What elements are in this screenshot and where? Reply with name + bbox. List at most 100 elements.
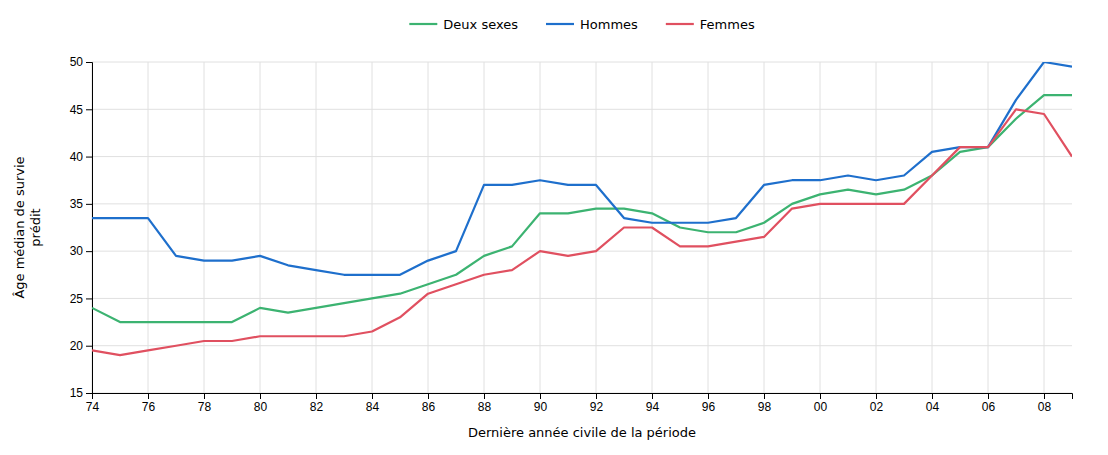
series-line (92, 95, 1072, 322)
x-tick-label: 08 (1038, 400, 1052, 414)
y-tick: 35 (70, 197, 92, 211)
x-tick-mark (484, 393, 485, 399)
x-tick-label: 80 (254, 400, 268, 414)
y-tick-mark (86, 251, 92, 252)
y-tick-label: 50 (70, 55, 84, 69)
x-tick: 06 (982, 393, 996, 414)
x-tick-mark (260, 393, 261, 399)
legend-item: Femmes (666, 17, 755, 32)
x-tick-mark (428, 393, 429, 399)
x-tick: 76 (142, 393, 156, 414)
y-axis-line (86, 63, 93, 394)
x-tick-label: 00 (814, 400, 828, 414)
x-axis: 74 76 78 80 82 84 86 88 90 92 94 96 98 00 02 04 06 08 (86, 393, 1073, 414)
grid-line-x (876, 62, 877, 393)
x-tick-mark (652, 393, 653, 399)
x-tick: 80 (254, 393, 268, 414)
plot-area: 74 76 78 80 82 84 86 88 90 92 94 96 98 00 02 04 06 08 15 20… (12, 55, 1072, 440)
y-tick-mark (86, 204, 92, 205)
x-tick: 88 (478, 393, 492, 414)
x-axis-line (93, 394, 1073, 400)
grid-line-x (1044, 62, 1045, 393)
x-tick-mark (148, 393, 149, 399)
legend-swatch (546, 23, 574, 25)
y-tick-label: 45 (70, 103, 84, 117)
y-axis-title-line: prédit (28, 208, 43, 246)
grid-line-x (372, 62, 373, 393)
grid-line-x (708, 62, 709, 393)
x-tick-label: 82 (310, 400, 324, 414)
y-tick-mark (86, 157, 92, 158)
x-tick-mark (540, 393, 541, 399)
series-line (92, 62, 1072, 275)
y-tick: 20 (70, 339, 92, 353)
x-tick-label: 86 (422, 400, 436, 414)
y-tick-label: 25 (70, 292, 84, 306)
grid-line-x (260, 62, 261, 393)
x-tick: 08 (1038, 393, 1052, 414)
grid-line-x (596, 62, 597, 393)
x-tick-mark (764, 393, 765, 399)
grid-line-y (92, 345, 1072, 346)
y-tick: 25 (70, 292, 92, 306)
chart-container: 74 76 78 80 82 84 86 88 90 92 94 96 98 00 02 04 06 08 15 20… (0, 0, 1108, 455)
x-tick: 94 (646, 393, 660, 414)
x-tick-mark (988, 393, 989, 399)
y-tick: 15 (70, 386, 92, 400)
x-tick: 98 (758, 393, 772, 414)
x-tick: 00 (814, 393, 828, 414)
grid-line-x (988, 62, 989, 393)
x-tick: 86 (422, 393, 436, 414)
x-tick-label: 98 (758, 400, 772, 414)
x-tick-mark (596, 393, 597, 399)
x-tick-label: 92 (590, 400, 604, 414)
x-tick: 78 (198, 393, 212, 414)
legend-item: Hommes (546, 17, 638, 32)
y-tick-label: 40 (70, 150, 84, 164)
x-tick-label: 76 (142, 400, 156, 414)
x-tick-mark (1044, 393, 1045, 399)
x-tick: 90 (534, 393, 548, 414)
x-tick-label: 02 (870, 400, 884, 414)
x-tick-label: 84 (366, 400, 380, 414)
legend-label: Hommes (580, 17, 638, 32)
x-tick-label: 96 (702, 400, 716, 414)
grid-line-x (148, 62, 149, 393)
grid-line-y (92, 251, 1072, 252)
series-line (92, 109, 1072, 355)
x-tick-mark (708, 393, 709, 399)
x-tick-mark (820, 393, 821, 399)
y-axis: 15 20 25 30 35 40 45 50 (70, 55, 93, 400)
y-tick: 45 (70, 103, 92, 117)
y-tick-label: 20 (70, 339, 84, 353)
grid-line-x (540, 62, 541, 393)
y-axis-title-line: Âge médian de survie (12, 156, 27, 298)
x-axis-title: Dernière année civile de la période (468, 425, 696, 440)
y-tick-mark (86, 346, 92, 347)
x-tick-label: 78 (198, 400, 212, 414)
grid-line-x (316, 62, 317, 393)
legend-item: Deux sexes (409, 17, 518, 32)
legend-label: Femmes (700, 17, 755, 32)
x-tick-mark (372, 393, 373, 399)
x-tick: 84 (366, 393, 380, 414)
grid-line-x (764, 62, 765, 393)
grid-line-y (92, 109, 1072, 110)
y-tick-mark (86, 62, 92, 63)
grid-line-y (92, 203, 1072, 204)
legend-swatch (409, 23, 437, 25)
y-tick: 40 (70, 150, 92, 164)
grid-line-x (428, 62, 429, 393)
grid-line-x (932, 62, 933, 393)
x-tick-label: 04 (926, 400, 940, 414)
y-axis-title: Âge médian de survieprédit (12, 156, 43, 298)
grid (92, 62, 1072, 393)
x-tick: 74 (86, 393, 100, 414)
grid-line-x (820, 62, 821, 393)
x-tick-label: 94 (646, 400, 660, 414)
x-tick: 96 (702, 393, 716, 414)
legend-swatch (666, 23, 694, 25)
x-tick-label: 74 (86, 400, 100, 414)
grid-line-y (92, 62, 1072, 63)
y-tick: 30 (70, 244, 92, 258)
